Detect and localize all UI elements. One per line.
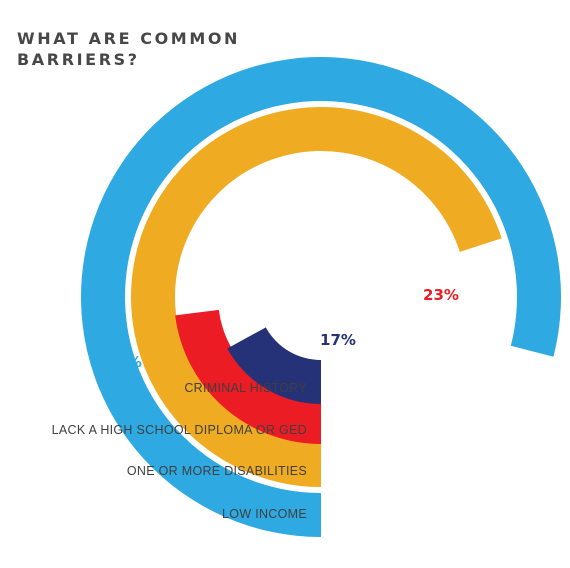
chart-title: WHAT ARE COMMON BARRIERS? [17, 29, 241, 69]
arc-criminal-history [227, 327, 321, 404]
category-label-criminal-history: CRIMINAL HISTORY [184, 381, 307, 395]
category-label-lack-a-high-school-diploma-or-ged: LACK A HIGH SCHOOL DIPLOMA OR GED [52, 423, 307, 437]
value-label-low-income: 79% [106, 353, 142, 371]
arc-lack-a-high-school-diploma-or-ged [175, 309, 321, 444]
value-label-criminal-history: 17% [320, 331, 356, 349]
value-label-one-or-more-disabilities: 70% [142, 251, 178, 269]
chart-arcs [81, 57, 562, 537]
chart-labels: LOW INCOME 79% ONE OR MORE DISABILITIES 70%… [52, 251, 459, 521]
value-label-lack-a-high-school-diploma-or-ged: 23% [423, 286, 459, 304]
category-label-low-income: LOW INCOME [222, 507, 307, 521]
category-label-one-or-more-disabilities: ONE OR MORE DISABILITIES [127, 464, 307, 478]
